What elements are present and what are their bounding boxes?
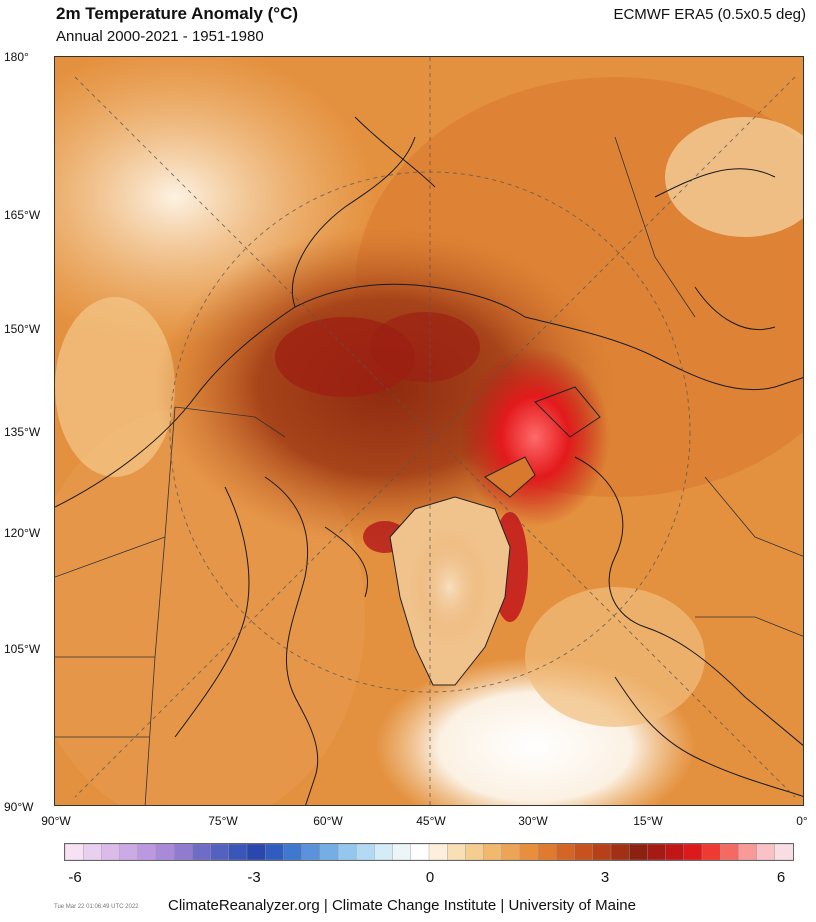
render-timestamp: Tue Mar 22 01:06:49 UTC 2022 — [54, 904, 139, 910]
colorbar-swatch — [592, 844, 612, 860]
colorbar-tick: -3 — [247, 869, 261, 886]
x-label-30w: 30°W — [518, 814, 548, 828]
colorbar-swatch — [356, 844, 375, 860]
colorbar-swatch — [538, 844, 557, 860]
colorbar-swatch — [83, 844, 102, 860]
colorbar-swatch — [319, 844, 339, 860]
colorbar-swatch — [447, 844, 466, 860]
y-label-90w: 90°W — [4, 800, 34, 814]
colorbar-swatch — [101, 844, 121, 860]
colorbar-swatch — [264, 844, 284, 860]
anomaly-map-graphic — [55, 57, 803, 805]
anomaly-map — [54, 56, 804, 806]
colorbar-swatch — [301, 844, 321, 860]
borders — [55, 136, 803, 805]
colorbar-swatch — [756, 844, 776, 860]
colorbar-swatch — [137, 844, 157, 860]
colorbar-swatch — [556, 844, 576, 860]
colorbar-graphic — [65, 844, 793, 860]
x-label-15w: 15°W — [633, 814, 663, 828]
colorbar-tick: -6 — [68, 869, 82, 886]
coastlines — [55, 116, 803, 805]
map-subtitle: Annual 2000-2021 - 1951-1980 — [56, 28, 264, 45]
graticule — [74, 57, 796, 805]
y-label-105w: 105°W — [4, 642, 41, 656]
y-label-120w: 120°W — [4, 526, 41, 540]
y-label-180: 180° — [4, 50, 29, 64]
colorbar-swatch — [720, 844, 739, 860]
colorbar-swatch — [428, 844, 448, 860]
colorbar-swatch — [629, 844, 648, 860]
x-label-45w: 45°W — [416, 814, 446, 828]
colorbar-swatch — [483, 844, 503, 860]
colorbar-swatch — [574, 844, 594, 860]
colorbar-swatch — [246, 844, 266, 860]
colorbar-swatch — [210, 844, 230, 860]
x-label-75w: 75°W — [208, 814, 238, 828]
colorbar-swatch — [374, 844, 394, 860]
y-label-135w: 135°W — [4, 425, 41, 439]
colorbar-swatch — [228, 844, 248, 860]
colorbar-swatch — [410, 844, 430, 860]
colorbar-tick: 3 — [600, 869, 610, 886]
x-label-90w: 90°W — [41, 814, 71, 828]
colorbar-swatch — [392, 844, 412, 860]
colorbar-swatch — [283, 844, 303, 860]
colorbar — [64, 843, 794, 861]
x-label-0: 0° — [796, 814, 808, 828]
colorbar-swatch — [65, 844, 84, 860]
colorbar-swatch — [119, 844, 139, 860]
colorbar-swatch — [337, 844, 357, 860]
colorbar-swatch — [774, 844, 793, 860]
colorbar-swatch — [501, 844, 521, 860]
colorbar-swatch — [647, 844, 667, 860]
map-title: 2m Temperature Anomaly (°C) — [56, 4, 299, 23]
x-label-60w: 60°W — [313, 814, 343, 828]
colorbar-tick: 6 — [776, 869, 786, 886]
colorbar-swatch — [465, 844, 485, 860]
colorbar-swatch — [155, 844, 175, 860]
svalbard-landmass — [484, 456, 536, 498]
colorbar-swatch — [610, 844, 630, 860]
colorbar-swatch — [665, 844, 685, 860]
colorbar-swatch — [701, 844, 721, 860]
colorbar-swatch — [738, 844, 758, 860]
colorbar-swatch — [173, 844, 193, 860]
colorbar-tick: 0 — [425, 869, 435, 886]
y-label-150w: 150°W — [4, 322, 41, 336]
colorbar-swatch — [519, 844, 539, 860]
credit-line: ClimateReanalyzer.org | Climate Change I… — [168, 897, 636, 914]
y-label-165w: 165°W — [4, 208, 41, 222]
colorbar-swatch — [192, 844, 212, 860]
colorbar-swatch — [683, 844, 703, 860]
data-source-label: ECMWF ERA5 (0.5x0.5 deg) — [613, 6, 806, 23]
